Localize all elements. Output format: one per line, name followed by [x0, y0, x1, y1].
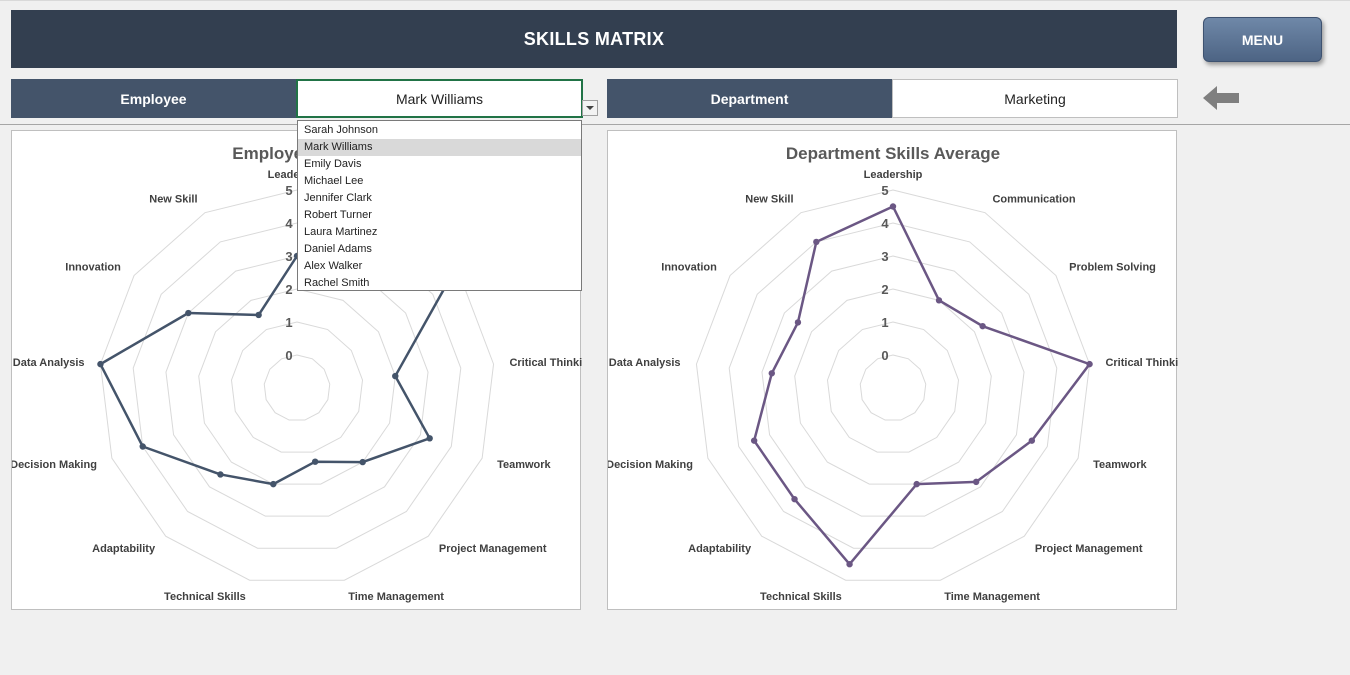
data-point — [139, 443, 146, 450]
grid-ring — [198, 288, 396, 485]
data-point — [972, 478, 980, 486]
divider — [0, 124, 1350, 125]
dropdown-option[interactable]: Alex Walker — [304, 260, 363, 272]
employee-dropdown-list: Sarah Johnson Mark Williams Emily Davis Mic… — [297, 120, 582, 291]
dropdown-option[interactable]: Jennifer Clark — [304, 192, 372, 204]
category-label: Adaptability — [688, 543, 752, 555]
tick-label: 2 — [285, 282, 292, 297]
grid-ring — [761, 255, 1025, 517]
series-line — [99, 240, 448, 486]
category-label: Innovation — [661, 261, 717, 273]
category-label: Critical Thinking — [509, 357, 582, 369]
employee-select[interactable]: Mark Williams — [296, 79, 583, 118]
data-point — [97, 360, 104, 368]
category-label: Innovation — [65, 261, 121, 273]
data-point — [913, 480, 920, 488]
grid-ring — [230, 321, 364, 453]
employee-label: Employee — [11, 79, 296, 118]
tick-label: 2 — [881, 282, 888, 297]
data-point — [270, 480, 277, 488]
data-point — [813, 238, 820, 246]
dropdown-option[interactable]: Daniel Adams — [304, 243, 372, 255]
category-label: Decision Making — [608, 459, 693, 471]
dropdown-option[interactable]: Robert Turner — [304, 209, 372, 221]
chart-title: Department Skills Average — [786, 144, 1000, 163]
data-point — [1086, 360, 1093, 368]
data-point — [185, 309, 192, 317]
data-point — [889, 203, 897, 210]
data-point — [217, 471, 224, 478]
data-point — [768, 370, 775, 377]
category-label: Project Management — [439, 543, 547, 555]
grid-ring — [695, 189, 1091, 581]
data-point — [311, 458, 319, 465]
data-point — [392, 372, 399, 380]
page-title: SKILLS MATRIX — [523, 28, 665, 49]
category-label: Time Management — [348, 591, 444, 603]
category-label: Data Analysis — [13, 357, 85, 369]
data-point — [426, 435, 433, 442]
back-arrow-icon — [1203, 86, 1239, 110]
data-point — [979, 322, 986, 330]
department-label: Department — [607, 79, 892, 118]
category-label: New Skill — [745, 194, 793, 206]
tick-label: 3 — [881, 249, 888, 264]
data-point — [935, 297, 943, 304]
tick-label: 0 — [285, 348, 292, 363]
category-label: Data Analysis — [609, 357, 681, 369]
grid-ring — [728, 222, 1058, 549]
tick-label: 4 — [881, 216, 889, 231]
grid-ring — [859, 354, 927, 421]
tick-label: 4 — [285, 216, 293, 231]
dropdown-option[interactable]: Laura Martinez — [304, 226, 378, 238]
category-label: Adaptability — [92, 543, 156, 555]
data-point — [1028, 437, 1036, 444]
data-point — [791, 495, 798, 503]
category-label: Project Management — [1035, 543, 1143, 555]
department-radar-chart: Department Skills Average Leadership Commu… — [608, 144, 1178, 603]
tick-label: 3 — [285, 249, 292, 264]
category-label: Decision Making — [12, 459, 97, 471]
page-header: SKILLS MATRIX — [11, 10, 1177, 68]
tick-label: 1 — [881, 315, 888, 330]
department-value[interactable]: Marketing — [892, 79, 1178, 118]
category-label: Problem Solving — [1069, 261, 1156, 273]
grid-ring — [263, 354, 331, 421]
dropdown-option[interactable]: Michael Lee — [304, 175, 364, 187]
data-point — [846, 561, 853, 568]
tick-label: 5 — [285, 183, 292, 198]
dropdown-option[interactable]: Rachel Smith — [304, 277, 370, 289]
data-point — [255, 311, 262, 319]
category-label: Technical Skills — [760, 591, 842, 603]
dropdown-option[interactable]: Emily Davis — [304, 158, 362, 170]
grid-ring — [794, 288, 992, 485]
grid-ring — [826, 321, 960, 453]
data-point — [794, 319, 802, 326]
category-label: Teamwork — [1093, 459, 1147, 471]
department-chart-panel: Department Skills Average Leadership Commu… — [607, 130, 1178, 610]
grid-ring — [165, 255, 429, 517]
category-label: Critical Thinking — [1105, 357, 1178, 369]
dropdown-toggle[interactable] — [582, 100, 598, 116]
back-button[interactable] — [1203, 85, 1241, 111]
category-label: Communication — [992, 194, 1075, 206]
menu-button-label: MENU — [1241, 31, 1284, 48]
category-label: Time Management — [944, 591, 1040, 603]
menu-button[interactable]: MENU — [1203, 17, 1322, 62]
dropdown-option[interactable]: Sarah Johnson — [304, 124, 378, 136]
data-point — [359, 458, 366, 466]
grid-ring — [132, 222, 462, 549]
tick-label: 0 — [881, 348, 888, 363]
tick-label: 5 — [881, 183, 888, 198]
category-label: Leadership — [864, 169, 923, 181]
category-label: Teamwork — [497, 459, 551, 471]
top-border — [0, 0, 1350, 1]
chevron-down-icon — [586, 106, 594, 110]
category-label: New Skill — [149, 194, 197, 206]
dropdown-option[interactable]: Mark Williams — [298, 139, 581, 156]
series-line — [752, 205, 1091, 566]
data-point — [750, 437, 758, 444]
tick-label: 1 — [285, 315, 292, 330]
category-label: Technical Skills — [164, 591, 246, 603]
